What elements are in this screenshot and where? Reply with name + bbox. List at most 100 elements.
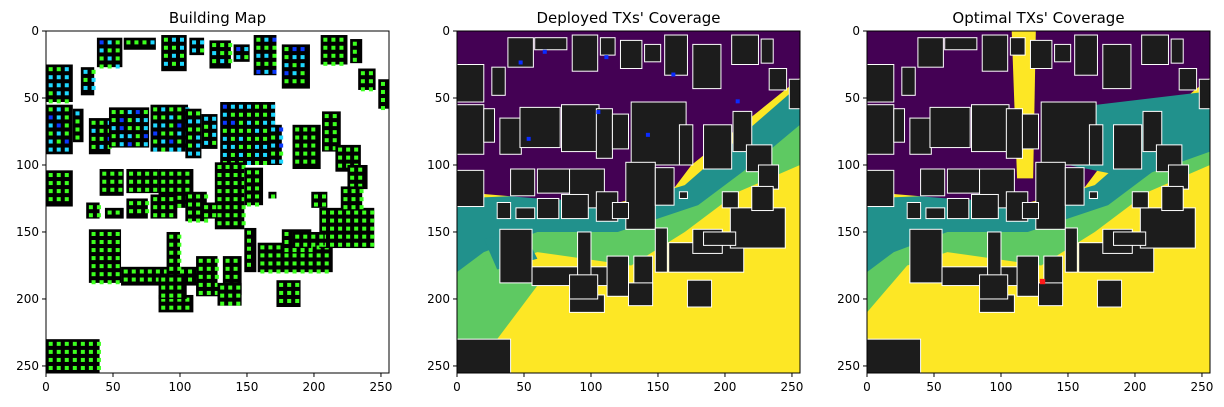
tx-candidate-marker <box>255 194 260 199</box>
tx-candidate-marker <box>107 56 112 61</box>
tx-candidate-marker <box>91 272 96 277</box>
tx-candidate-marker <box>200 48 205 53</box>
tx-candidate-marker <box>119 126 124 131</box>
tx-candidate-marker <box>177 171 182 176</box>
y-tick-label: 200 <box>16 292 39 306</box>
building <box>1170 38 1184 64</box>
y-tick-label: 50 <box>845 91 860 105</box>
tx-candidate-marker <box>64 181 69 186</box>
tx-candidate-marker <box>206 258 211 263</box>
tx-candidate-marker <box>91 85 96 90</box>
tx-candidate-marker <box>246 194 251 199</box>
tx-candidate-marker <box>153 115 158 120</box>
building <box>867 104 895 155</box>
tx-candidate-marker <box>225 258 230 263</box>
building <box>166 231 180 281</box>
tx-candidate-marker <box>271 194 276 199</box>
tx-candidate-marker <box>107 272 112 277</box>
tx-candidate-marker <box>88 213 93 218</box>
building <box>233 44 250 62</box>
tx-candidate-marker <box>169 213 174 218</box>
tx-candidate-marker <box>322 194 327 199</box>
tx-candidate-marker <box>88 365 93 370</box>
tx-candidate-marker <box>354 218 359 223</box>
tx-candidate-marker <box>222 120 227 125</box>
tx-candidate-marker <box>220 43 225 48</box>
tx-candidate-marker <box>161 115 166 120</box>
tx-candidate-marker <box>358 175 363 180</box>
tx-candidate-marker <box>214 290 219 295</box>
tx-candidate-marker <box>200 40 205 45</box>
tx-candidate-marker <box>115 256 120 261</box>
building <box>104 207 124 219</box>
building <box>457 169 485 208</box>
tx-candidate-marker <box>102 171 107 176</box>
tx-candidate-marker <box>284 71 289 76</box>
building <box>292 231 325 246</box>
tx-candidate-marker <box>230 144 235 149</box>
tx-candidate-marker <box>380 81 385 86</box>
tx-candidate-marker <box>217 181 222 186</box>
tx-candidate-marker <box>322 202 327 207</box>
tx-candidate-marker <box>225 189 230 194</box>
tx-candidate-marker <box>126 40 131 45</box>
tx-candidate-marker <box>80 341 85 346</box>
tx-candidate-marker <box>256 69 261 74</box>
building <box>729 207 786 249</box>
building <box>1142 110 1163 153</box>
tx-candidate-marker <box>115 264 120 269</box>
tx-candidate-marker <box>177 293 182 298</box>
tx-candidate-marker <box>217 189 222 194</box>
tx-candidate-marker <box>99 56 104 61</box>
tx-candidate-marker <box>354 234 359 239</box>
tx-candidate-marker <box>264 53 269 58</box>
tx-candidate-marker <box>204 132 209 137</box>
tx-candidate-marker <box>264 69 269 74</box>
tx-candidate-marker <box>161 293 166 298</box>
tx-candidate-marker <box>115 56 120 61</box>
tx-candidate-marker <box>330 234 335 239</box>
tx-candidate-marker <box>380 97 385 103</box>
tx-candidate-marker <box>279 159 284 164</box>
tx-candidate-marker <box>48 357 53 362</box>
tx-candidate-marker <box>246 120 251 125</box>
x-tick-label: 150 <box>647 380 670 394</box>
building <box>971 104 1010 153</box>
tx-candidate-marker <box>331 37 336 42</box>
tx-candidate-marker <box>241 205 246 210</box>
tx-candidate-marker <box>91 280 96 285</box>
tx-candidate-marker <box>107 256 112 261</box>
tx-candidate-marker <box>196 119 201 124</box>
tx-candidate-marker <box>137 201 142 206</box>
tx-candidate-marker <box>287 290 292 295</box>
tx-candidate-marker <box>370 218 375 223</box>
tx-candidate-marker <box>255 144 260 149</box>
tx-candidate-marker <box>115 210 120 215</box>
tx-candidate-marker <box>255 170 260 175</box>
tx-candidate-marker <box>322 210 327 215</box>
tx-candidate-marker <box>163 37 168 42</box>
tx-candidate-marker <box>96 213 101 218</box>
tx-candidate-marker <box>295 290 300 295</box>
tx-candidate-marker <box>264 61 269 66</box>
tx-candidate-marker <box>161 305 166 310</box>
tx-candidate-marker <box>362 226 367 231</box>
tx-candidate-marker <box>368 87 373 92</box>
tx-candidate-marker <box>127 142 132 147</box>
tx-candidate-marker <box>300 71 305 76</box>
tx-candidate-marker <box>169 147 174 152</box>
tx-candidate-marker <box>206 290 211 295</box>
tx-candidate-marker <box>233 197 238 202</box>
tx-candidate-marker <box>198 266 203 271</box>
tx-candidate-marker <box>338 242 343 247</box>
tx-candidate-marker <box>169 107 174 112</box>
tx-candidate-marker <box>161 187 166 192</box>
subplot-title: Optimal TXs' Coverage <box>952 9 1124 27</box>
tx-candidate-marker <box>331 61 336 66</box>
x-tick-label: 150 <box>236 380 259 394</box>
building <box>893 108 906 143</box>
tx-candidate-marker <box>255 128 260 133</box>
tx-candidate-marker <box>332 138 337 143</box>
building <box>358 68 376 90</box>
